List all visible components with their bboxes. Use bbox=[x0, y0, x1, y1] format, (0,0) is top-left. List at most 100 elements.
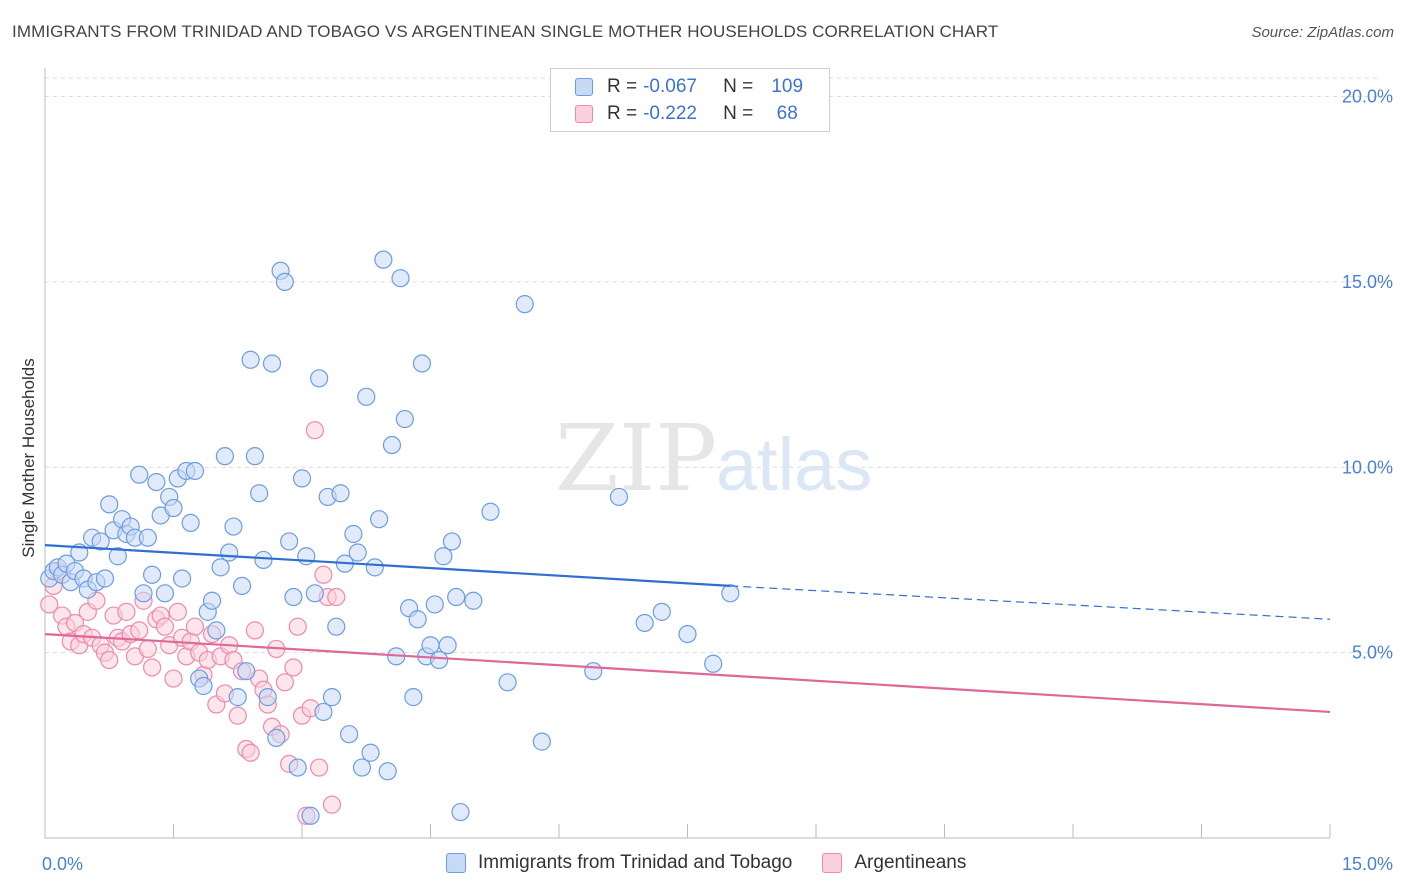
point-trinidad bbox=[237, 662, 256, 681]
point-trinidad bbox=[232, 576, 252, 596]
trend-line-trinidad bbox=[44, 544, 731, 588]
point-trinidad bbox=[164, 498, 183, 518]
point-trinidad bbox=[395, 409, 414, 429]
trend-line-trinidad-extension bbox=[730, 585, 1331, 620]
point-trinidad bbox=[434, 547, 453, 566]
legend-swatch-blue bbox=[446, 853, 466, 873]
point-argentinean bbox=[117, 602, 136, 621]
point-trinidad bbox=[185, 461, 205, 481]
point-trinidad bbox=[421, 636, 440, 655]
point-trinidad bbox=[352, 758, 372, 777]
point-trinidad bbox=[382, 435, 402, 455]
point-argentinean bbox=[245, 621, 264, 640]
point-argentinean bbox=[138, 639, 157, 659]
chart-source: Source: ZipAtlas.com bbox=[1251, 24, 1394, 41]
point-trinidad bbox=[284, 587, 303, 607]
point-trinidad bbox=[584, 662, 603, 681]
point-trinidad bbox=[721, 584, 740, 603]
point-trinidad bbox=[288, 758, 307, 777]
point-trinidad bbox=[442, 532, 462, 551]
y-tick-label: 10.0% bbox=[1342, 457, 1393, 477]
point-trinidad bbox=[155, 584, 175, 603]
point-trinidad bbox=[202, 591, 222, 610]
point-trinidad bbox=[224, 517, 243, 536]
point-trinidad bbox=[464, 591, 483, 610]
point-argentinean bbox=[228, 706, 247, 725]
legend-r-value: -0.222 bbox=[643, 103, 697, 124]
correlation-legend: R = -0.067 N = 109 R = -0.222 N = 68 bbox=[550, 68, 830, 132]
watermark-atlas: atlas bbox=[716, 423, 872, 506]
legend-r-value: -0.067 bbox=[643, 76, 697, 97]
point-argentinean bbox=[327, 587, 346, 607]
legend-item-trinidad[interactable]: Immigrants from Trinidad and Tobago bbox=[446, 852, 792, 874]
point-trinidad bbox=[215, 447, 234, 466]
point-trinidad bbox=[138, 528, 157, 547]
point-argentinean bbox=[305, 421, 324, 440]
point-argentinean bbox=[40, 595, 59, 614]
point-argentinean bbox=[164, 669, 183, 688]
point-trinidad bbox=[609, 487, 629, 507]
point-trinidad bbox=[361, 743, 380, 762]
point-trinidad bbox=[207, 621, 226, 640]
point-trinidad bbox=[292, 469, 312, 488]
point-trinidad bbox=[172, 569, 192, 588]
legend-n-label: N = bbox=[723, 76, 754, 97]
point-trinidad bbox=[142, 565, 162, 584]
point-trinidad bbox=[262, 354, 282, 373]
point-trinidad bbox=[365, 558, 384, 577]
point-trinidad bbox=[194, 676, 213, 696]
tick-labels: 5.0% 10.0% 15.0% 20.0% 0.0% 15.0% bbox=[42, 87, 1393, 874]
point-trinidad bbox=[310, 369, 329, 388]
legend-swatch-pink bbox=[822, 853, 843, 873]
point-argentinean bbox=[142, 658, 162, 677]
legend-label-series1: Immigrants from Trinidad and Tobago bbox=[478, 852, 793, 873]
point-trinidad bbox=[331, 484, 350, 503]
axes bbox=[44, 68, 1331, 839]
watermark: ZIP atlas bbox=[555, 405, 872, 512]
point-trinidad bbox=[481, 502, 500, 521]
point-trinidad bbox=[378, 762, 397, 781]
point-trinidad bbox=[220, 543, 239, 562]
point-trinidad bbox=[301, 806, 320, 825]
point-trinidad bbox=[275, 272, 294, 292]
trend-lines bbox=[44, 544, 1331, 714]
point-trinidad bbox=[344, 524, 363, 544]
point-trinidad bbox=[280, 532, 299, 551]
point-trinidad bbox=[404, 688, 423, 707]
point-argentinean bbox=[288, 617, 307, 636]
y-axis-label: Single Mother Households bbox=[19, 358, 38, 557]
point-trinidad bbox=[241, 350, 260, 369]
point-trinidad bbox=[532, 732, 551, 751]
point-trinidad bbox=[498, 673, 517, 692]
point-trinidad bbox=[370, 510, 389, 529]
point-trinidad bbox=[130, 465, 149, 484]
point-trinidad bbox=[245, 447, 264, 466]
legend-row-series1: R = -0.067 N = 109 bbox=[575, 75, 811, 99]
point-trinidad bbox=[412, 354, 432, 373]
point-trinidad bbox=[100, 495, 119, 514]
point-trinidad bbox=[704, 654, 723, 673]
point-trinidad bbox=[408, 610, 427, 629]
point-trinidad bbox=[250, 484, 269, 503]
point-trinidad bbox=[429, 650, 449, 670]
point-trinidad bbox=[652, 602, 671, 621]
point-argentinean bbox=[314, 565, 333, 584]
point-trinidad bbox=[134, 584, 153, 603]
point-trinidad bbox=[515, 295, 534, 314]
point-argentinean bbox=[100, 650, 119, 670]
legend-item-argentineans[interactable]: Argentineans bbox=[822, 852, 966, 874]
x-tick-label: 0.0% bbox=[42, 854, 83, 874]
point-trinidad bbox=[447, 587, 466, 607]
point-trinidad bbox=[181, 513, 200, 532]
legend-n-value: 109 bbox=[771, 76, 804, 97]
point-argentinean bbox=[322, 795, 342, 814]
legend-swatch-blue bbox=[575, 78, 593, 96]
point-trinidad bbox=[258, 688, 277, 707]
point-trinidad bbox=[348, 543, 367, 562]
legend-r-label: R = bbox=[607, 76, 638, 97]
point-trinidad bbox=[678, 624, 697, 644]
point-trinidad bbox=[357, 387, 376, 406]
point-argentinean bbox=[155, 617, 175, 636]
legend-swatch-pink bbox=[575, 105, 593, 123]
